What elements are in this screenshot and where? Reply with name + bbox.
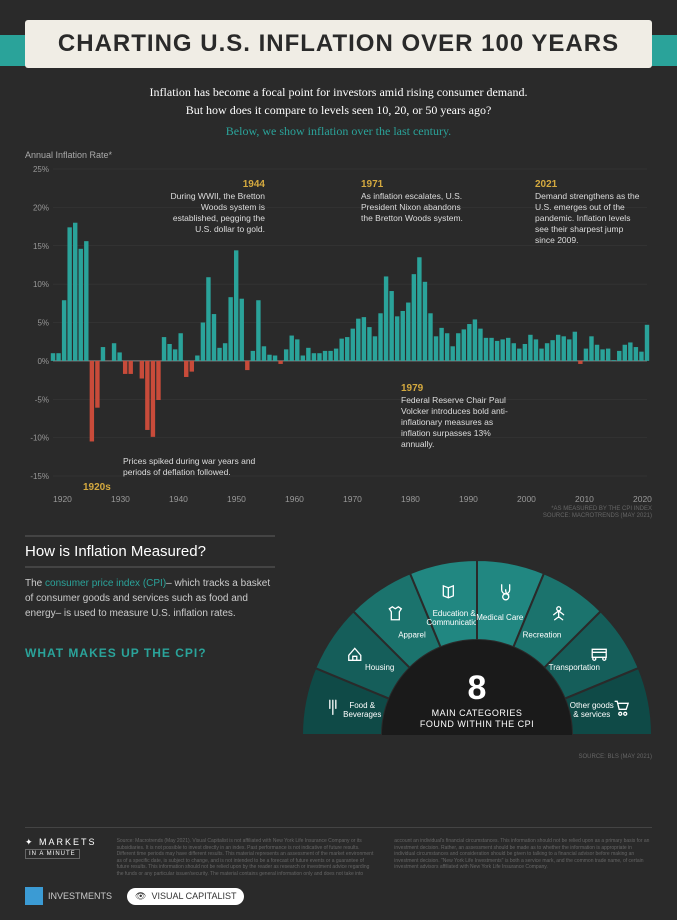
svg-text:Transportation: Transportation	[549, 663, 600, 672]
chart-annotation: 1944During WWII, the Bretton Woods syste…	[155, 178, 265, 235]
svg-text:Medical Care: Medical Care	[476, 613, 524, 622]
title-banner: CHARTING U.S. INFLATION OVER 100 YEARS	[25, 20, 652, 68]
intro-text: Inflation has become a focal point for i…	[0, 83, 677, 140]
visual-capitalist-logo: 👁VISUAL CAPITALIST	[127, 888, 244, 905]
svg-text:25%: 25%	[33, 165, 49, 174]
intro-line1: Inflation has become a focal point for i…	[40, 83, 637, 101]
svg-text:Communication: Communication	[426, 618, 482, 627]
svg-text:Recreation: Recreation	[523, 631, 562, 640]
svg-text:0%: 0%	[37, 357, 49, 366]
svg-text:5%: 5%	[37, 319, 49, 328]
svg-text:Other goods: Other goods	[570, 701, 614, 710]
cpi-subheading: WHAT MAKES UP THE CPI?	[25, 646, 275, 660]
svg-text:-5%: -5%	[35, 395, 49, 404]
chart-source: *AS MEASURED BY THE CPI INDEX SOURCE: MA…	[543, 506, 652, 520]
chart-annotation: 1920sPrices spiked during war years and …	[83, 452, 263, 492]
svg-text:Food &: Food &	[349, 701, 375, 710]
measure-heading: How is Inflation Measured?	[25, 535, 275, 568]
chart-annotation: 2021Demand strengthens as the U.S. emerg…	[535, 178, 645, 246]
svg-text:15%: 15%	[33, 242, 49, 251]
page-title: CHARTING U.S. INFLATION OVER 100 YEARS	[40, 30, 637, 58]
intro-line3: Below, we show inflation over the last c…	[40, 122, 637, 140]
intro-line2: But how does it compare to levels seen 1…	[40, 101, 637, 119]
svg-text:20%: 20%	[33, 203, 49, 212]
x-axis-labels: 1920193019401950196019701980199020002010…	[53, 494, 652, 504]
cpi-center: 8 MAIN CATEGORIES FOUND WITHIN THE CPI	[420, 669, 534, 730]
markets-logo: ✦ MARKETS IN A MINUTE	[25, 838, 97, 859]
footer: ✦ MARKETS IN A MINUTE Source: Macrotrend…	[0, 817, 677, 920]
y-axis-label: Annual Inflation Rate*	[25, 150, 112, 160]
investments-logo: INVESTMENTS	[25, 887, 112, 905]
cpi-semicircle: Food &Beverages Housing Apparel Education &…	[292, 535, 662, 745]
svg-text:Education &: Education &	[433, 609, 477, 618]
measure-box: How is Inflation Measured? The consumer …	[25, 535, 275, 660]
svg-text:Apparel: Apparel	[398, 631, 426, 640]
cpi-source: SOURCE: BLS (MAY 2021)	[579, 754, 652, 760]
chart-annotation: 1971As inflation escalates, U.S. Preside…	[361, 178, 471, 224]
svg-text:Housing: Housing	[365, 663, 394, 672]
inflation-chart: Annual Inflation Rate* -15% -10% -5% 0% 5% 10…	[25, 150, 652, 510]
svg-text:-15%: -15%	[30, 472, 49, 481]
measure-text: The consumer price index (CPI)– which tr…	[25, 576, 275, 621]
cpi-section: How is Inflation Measured? The consumer …	[25, 535, 652, 755]
svg-text:& services: & services	[573, 710, 610, 719]
disclaimer-text: Source: Macrotrends (May 2021). Visual C…	[117, 838, 652, 877]
svg-text:-10%: -10%	[30, 434, 49, 443]
chart-annotation: 1979Federal Reserve Chair Paul Volcker i…	[401, 382, 511, 450]
svg-text:Beverages: Beverages	[343, 710, 381, 719]
svg-text:10%: 10%	[33, 280, 49, 289]
